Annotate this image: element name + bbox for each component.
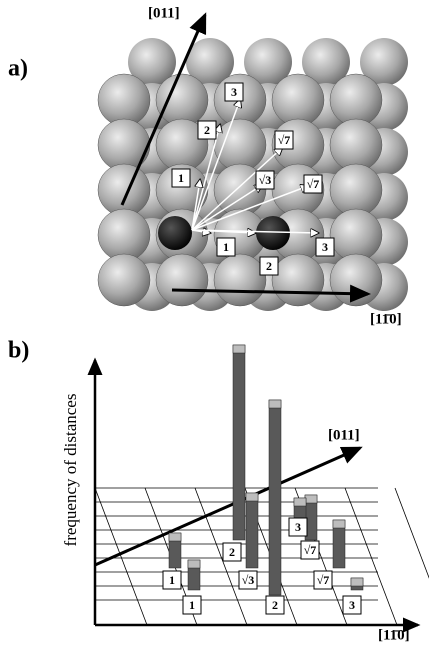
axis-arrow [120, 12, 207, 206]
atom [329, 73, 383, 127]
distance-arrow [191, 125, 220, 231]
atom [97, 253, 151, 307]
label-box [274, 130, 294, 150]
atom [213, 118, 267, 172]
label-box [182, 595, 202, 615]
axis-arrow [94, 446, 363, 567]
axis-label: [11̄0] [378, 627, 410, 643]
bar-cap [268, 399, 282, 409]
label-box [238, 570, 258, 590]
bar [245, 492, 259, 569]
floor-line [394, 487, 429, 579]
bar-cap [332, 519, 346, 529]
distance-label: √7 [307, 177, 320, 191]
atom-back [244, 38, 292, 86]
panel-a: 3 2 1 √7 √3 √7 1 2 3 [97, 12, 408, 311]
axis-label: [011] [328, 427, 360, 443]
atom [329, 163, 383, 217]
atom [213, 253, 267, 307]
panel-b: 11√322√73√73 [87, 344, 429, 633]
label-box [224, 82, 244, 102]
distance-label: √3 [242, 573, 255, 587]
y-axis-label: frequency of distances [61, 394, 80, 547]
atom [329, 253, 383, 307]
atom [97, 163, 151, 217]
bar [232, 344, 246, 541]
panel-label: b) [8, 338, 29, 364]
label-box [313, 570, 333, 590]
distance-label: 1 [223, 240, 229, 254]
label-box [222, 542, 242, 562]
distance-arrow [191, 230, 318, 233]
label-box [303, 174, 323, 194]
label-box [171, 168, 191, 188]
bar-cap [232, 344, 246, 354]
atom [97, 208, 151, 262]
distance-label: 2 [204, 123, 210, 137]
floor-line [344, 487, 398, 626]
distance-label: √7 [304, 543, 317, 557]
atom [155, 253, 209, 307]
label-box [265, 595, 285, 615]
distance-label: 1 [169, 573, 175, 587]
bar-cap [245, 492, 259, 502]
adatom [256, 216, 290, 250]
distance-arrow [191, 180, 200, 231]
axis-label: [011] [148, 5, 180, 21]
distance-arrow [191, 100, 240, 231]
panel-label: a) [8, 56, 28, 82]
axis-arrow [171, 284, 371, 303]
distance-label: 1 [178, 171, 184, 185]
label-box [216, 237, 236, 257]
distance-label: 3 [231, 85, 237, 99]
atom-back [128, 38, 176, 86]
atom [329, 208, 383, 262]
bar-cap [293, 497, 307, 507]
atom-back [360, 38, 408, 86]
floor-line [94, 487, 148, 626]
distance-label: √7 [278, 133, 291, 147]
distance-arrow [191, 186, 308, 231]
bar [268, 399, 282, 596]
bar-cap [168, 532, 182, 542]
atom-back [186, 38, 234, 86]
bar-cap [350, 577, 364, 587]
atom [97, 73, 151, 127]
distance-label: √3 [259, 173, 272, 187]
distance-label: 3 [349, 598, 355, 612]
atom [271, 253, 325, 307]
label-box [259, 256, 279, 276]
bar-cap [187, 559, 201, 569]
distance-label: 2 [272, 598, 278, 612]
distance-label: 3 [322, 240, 328, 254]
label-box [162, 570, 182, 590]
distance-label: 2 [229, 545, 235, 559]
distance-arrow [191, 148, 282, 231]
label-box [197, 120, 217, 140]
distance-label: 1 [189, 598, 195, 612]
atom-back [302, 38, 350, 86]
axis-label: [11̄0] [370, 311, 402, 327]
atom [155, 73, 209, 127]
atom [329, 118, 383, 172]
distance-label: 2 [266, 259, 272, 273]
distance-label: 3 [295, 520, 301, 534]
distance-arrow [191, 185, 262, 231]
label-box [288, 517, 308, 537]
floor-line [194, 487, 248, 626]
atom [271, 73, 325, 127]
label-box [315, 237, 335, 257]
label-box [342, 595, 362, 615]
label-box [255, 170, 275, 190]
adatom [158, 216, 192, 250]
atom [97, 118, 151, 172]
label-box [300, 540, 320, 560]
bar-cap [304, 494, 318, 504]
distance-label: √7 [317, 573, 330, 587]
